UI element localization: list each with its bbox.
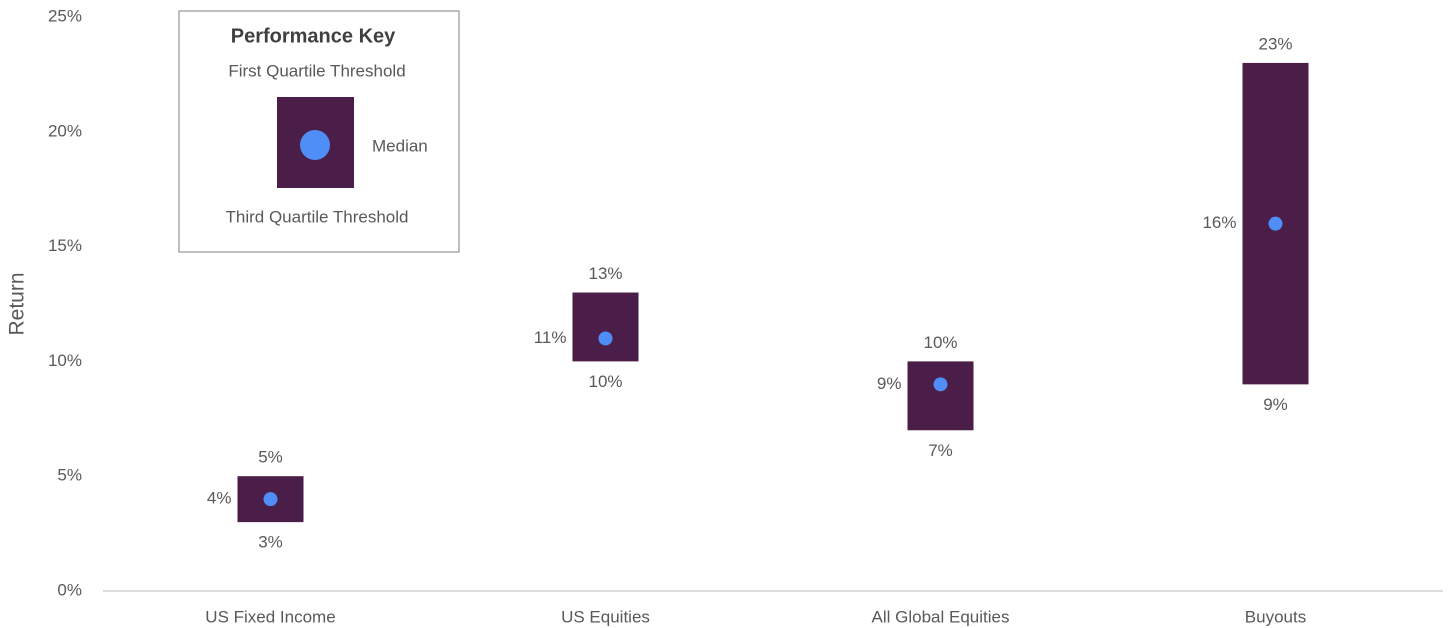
y-tick-label: 25% bbox=[48, 6, 82, 25]
data-label: 9% bbox=[877, 374, 902, 393]
x-tick-label: US Equities bbox=[561, 607, 650, 626]
median-dot bbox=[598, 331, 613, 346]
legend-dot bbox=[300, 130, 330, 160]
x-tick-label: US Fixed Income bbox=[205, 607, 335, 626]
median-dot bbox=[1268, 216, 1283, 231]
y-axis-label: Return bbox=[6, 272, 29, 335]
data-label: 4% bbox=[207, 489, 232, 508]
data-label: 23% bbox=[1258, 34, 1292, 53]
y-tick-label: 15% bbox=[48, 236, 82, 255]
range-bar bbox=[907, 361, 974, 431]
data-label: 10% bbox=[923, 333, 957, 352]
data-label: 7% bbox=[928, 441, 953, 460]
legend-label: Third Quartile Threshold bbox=[226, 207, 409, 226]
range-bar bbox=[572, 292, 639, 362]
data-label: 9% bbox=[1263, 395, 1288, 414]
data-label: 5% bbox=[258, 448, 283, 467]
y-tick-label: 0% bbox=[57, 580, 82, 599]
legend-label: First Quartile Threshold bbox=[228, 61, 405, 80]
y-tick-label: 10% bbox=[48, 351, 82, 370]
data-label: 13% bbox=[588, 264, 622, 283]
median-dot bbox=[933, 377, 948, 392]
legend-title: Performance Key bbox=[231, 25, 396, 47]
median-dot bbox=[263, 492, 278, 507]
legend-box bbox=[178, 10, 460, 253]
y-tick-label: 20% bbox=[48, 121, 82, 140]
legend-label: Median bbox=[372, 136, 428, 155]
x-tick-label: All Global Equities bbox=[872, 607, 1010, 626]
data-label: 16% bbox=[1202, 213, 1236, 232]
data-label: 10% bbox=[588, 372, 622, 391]
y-tick-label: 5% bbox=[57, 466, 82, 485]
data-label: 11% bbox=[534, 328, 567, 347]
x-tick-label: Buyouts bbox=[1245, 607, 1306, 626]
data-label: 3% bbox=[258, 533, 283, 552]
